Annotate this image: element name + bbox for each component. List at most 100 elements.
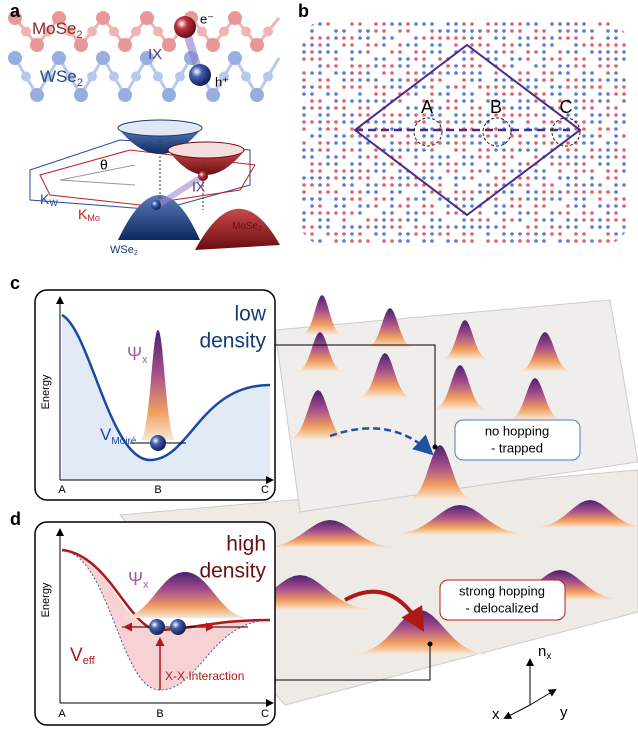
atom: [430, 211, 434, 215]
atom: [422, 22, 426, 26]
atom: [566, 162, 570, 166]
atom: [630, 36, 634, 40]
atom: [526, 99, 530, 103]
atom: [574, 43, 578, 47]
atom: [334, 169, 338, 173]
atom: [310, 239, 314, 243]
atom: [510, 190, 514, 194]
atom: [534, 190, 538, 194]
atom: [622, 169, 626, 173]
atom: [542, 92, 546, 96]
atom: [406, 183, 410, 187]
atom: [382, 211, 386, 215]
atom: [534, 85, 538, 89]
atom: [390, 225, 394, 229]
layer-label: WSe2: [40, 67, 83, 88]
atom: [446, 239, 450, 243]
band-label: WSe2: [110, 244, 138, 257]
atom: [342, 134, 346, 138]
atom: [406, 106, 410, 110]
atom: [518, 211, 522, 215]
atom: [478, 190, 482, 194]
atom: [109, 27, 119, 37]
atom: [478, 218, 482, 222]
atom: [342, 78, 346, 82]
atom: [438, 183, 442, 187]
atom: [534, 176, 538, 180]
atom: [438, 57, 442, 61]
atom: [454, 183, 458, 187]
atom: [406, 78, 410, 82]
atom: [614, 141, 618, 145]
atom: [590, 36, 594, 40]
atom: [582, 43, 586, 47]
atom: [590, 141, 594, 145]
exciton-label: IX: [148, 46, 162, 63]
atom: [422, 169, 426, 173]
atom: [550, 225, 554, 229]
atom: [446, 85, 450, 89]
atom: [526, 141, 530, 145]
atom: [310, 50, 314, 54]
atom: [350, 176, 354, 180]
atom: [318, 204, 322, 208]
atom: [614, 64, 618, 68]
atom: [590, 43, 594, 47]
atom: [454, 106, 458, 110]
atom: [510, 169, 514, 173]
atom: [350, 239, 354, 243]
atom: [550, 85, 554, 89]
atom: [334, 155, 338, 159]
atom: [334, 50, 338, 54]
atom: [518, 106, 522, 110]
atom: [390, 85, 394, 89]
callout-text: strong hopping: [459, 583, 545, 598]
hole: [189, 64, 211, 86]
atom: [350, 57, 354, 61]
atom: [422, 148, 426, 152]
atom: [590, 113, 594, 117]
atom: [470, 120, 474, 124]
atom: [326, 211, 330, 215]
atom: [494, 78, 498, 82]
atom: [566, 85, 570, 89]
atom: [454, 113, 458, 117]
atom: [502, 162, 506, 166]
x-tick-label: A: [58, 708, 66, 720]
atom: [342, 155, 346, 159]
atom: [302, 78, 306, 82]
atom: [598, 120, 602, 124]
atom: [550, 211, 554, 215]
atom: [630, 239, 634, 243]
atom: [422, 50, 426, 54]
atom: [358, 50, 362, 54]
atom: [382, 218, 386, 222]
atom: [326, 85, 330, 89]
atom: [598, 155, 602, 159]
atom: [558, 57, 562, 61]
atom: [510, 148, 514, 152]
atom: [422, 71, 426, 75]
atom: [414, 232, 418, 236]
atom: [590, 29, 594, 33]
atom: [318, 197, 322, 201]
atom: [582, 71, 586, 75]
atom: [390, 218, 394, 222]
atom: [478, 64, 482, 68]
atom: [342, 197, 346, 201]
atom: [502, 176, 506, 180]
text: MoSe: [232, 221, 259, 232]
atom: [534, 211, 538, 215]
atom: [566, 155, 570, 159]
atom: [406, 239, 410, 243]
atom: [382, 120, 386, 124]
atom: [422, 190, 426, 194]
atom: [614, 127, 618, 131]
atom: [566, 78, 570, 82]
atom: [550, 57, 554, 61]
atom: [598, 162, 602, 166]
atom: [350, 71, 354, 75]
atom: [422, 204, 426, 208]
atom: [606, 148, 610, 152]
atom: [390, 127, 394, 131]
